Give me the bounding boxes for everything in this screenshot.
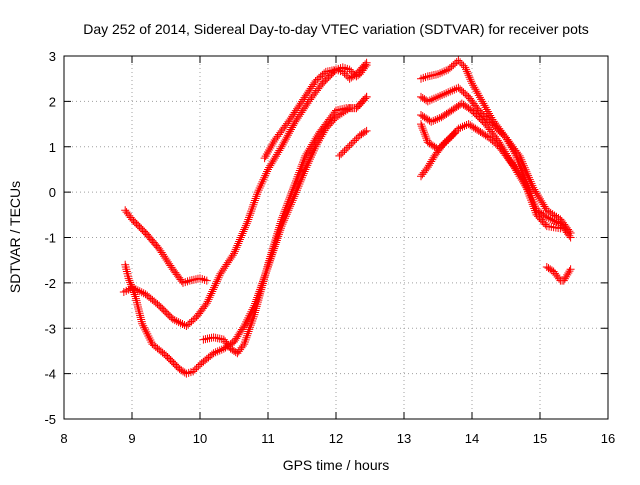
x-tick-label: 10	[193, 431, 207, 446]
x-tick-label: 12	[329, 431, 343, 446]
series-track-l	[542, 262, 575, 285]
series-track-a	[121, 206, 211, 287]
y-axis-title: SDTVAR / TECUs	[7, 181, 23, 293]
y-tick-label: -3	[44, 321, 56, 336]
series-markers-track-a	[121, 206, 211, 287]
y-tick-label: 0	[49, 185, 56, 200]
series-track-d	[199, 92, 371, 358]
series-markers-track-h	[417, 83, 575, 237]
series-markers-track-d	[199, 92, 371, 358]
x-tick-label: 15	[533, 431, 547, 446]
series-track-k	[417, 129, 459, 181]
x-tick-label: 9	[128, 431, 135, 446]
x-tick-label: 13	[397, 431, 411, 446]
series-track-f	[335, 126, 371, 160]
x-tick-label: 14	[465, 431, 479, 446]
y-tick-label: -4	[44, 367, 56, 382]
y-tick-label: 1	[49, 140, 56, 155]
x-tick-label: 8	[60, 431, 67, 446]
series-markers-track-l	[542, 262, 575, 285]
x-axis-title: GPS time / hours	[283, 457, 390, 473]
series-markers-track-k	[417, 129, 459, 181]
data-points	[119, 56, 575, 378]
series-markers-track-e	[260, 58, 371, 163]
series-track-e	[260, 58, 371, 163]
y-tick-label: -2	[44, 276, 56, 291]
series-track-h	[417, 83, 575, 237]
x-tick-label: 16	[601, 431, 615, 446]
x-tick-label: 11	[261, 431, 275, 446]
series-markers-track-f	[335, 126, 371, 160]
y-tick-label: -1	[44, 231, 56, 246]
y-tick-label: -5	[44, 412, 56, 427]
y-tick-label: 2	[49, 94, 56, 109]
y-tick-label: 3	[49, 49, 56, 64]
chart-title: Day 252 of 2014, Sidereal Day-to-day VTE…	[83, 21, 589, 37]
